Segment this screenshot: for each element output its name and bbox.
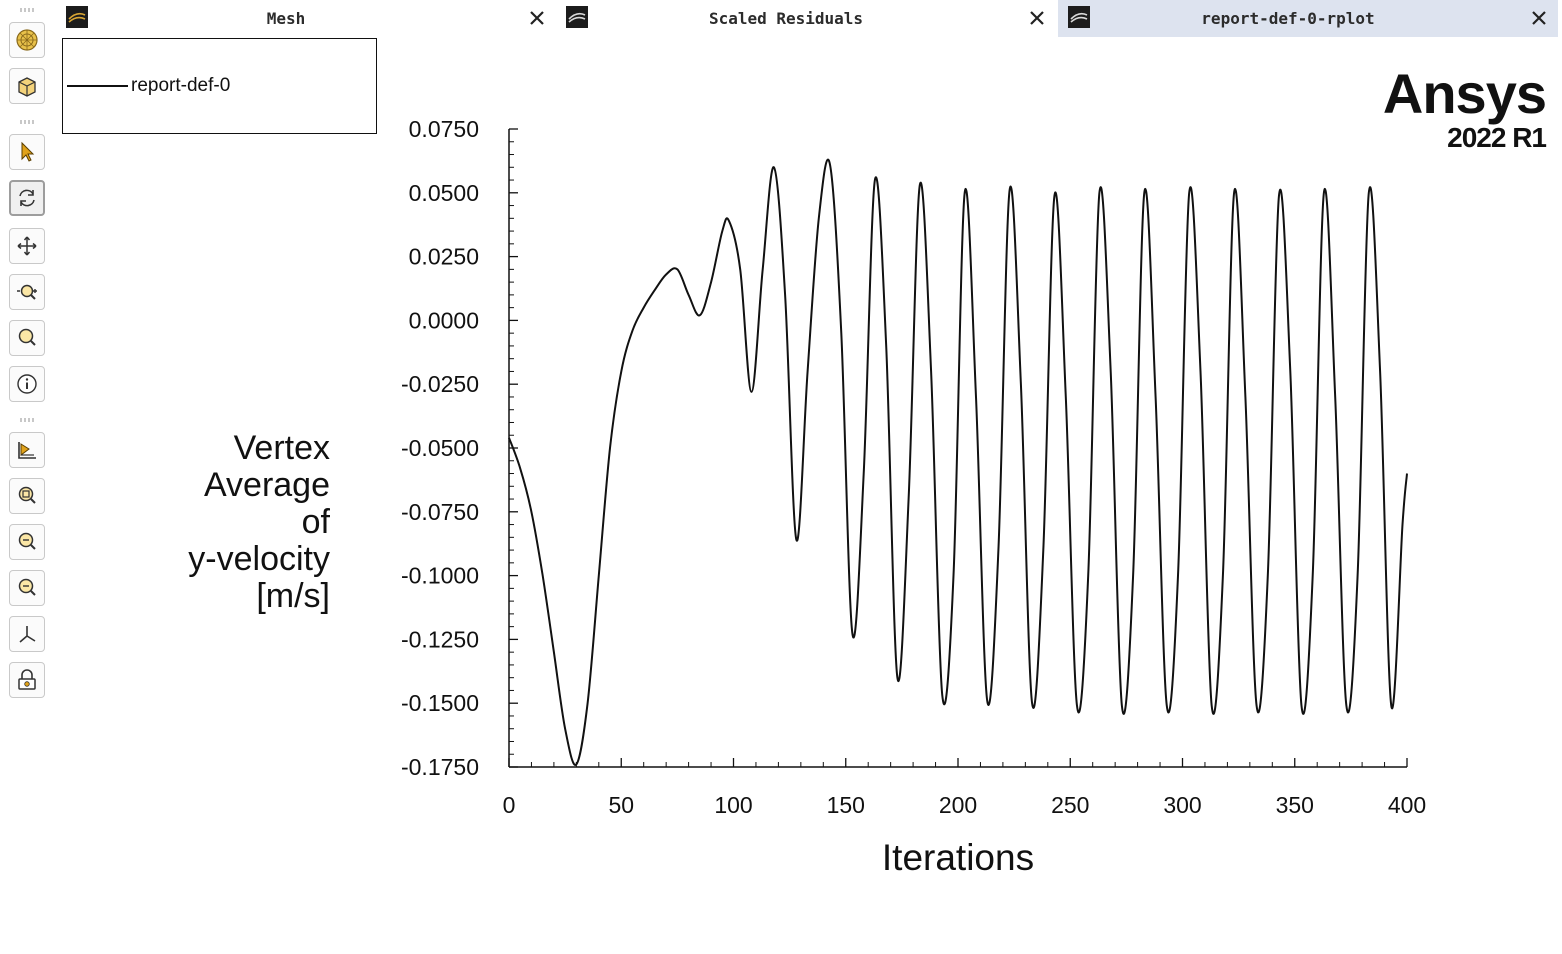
display-globe-icon (16, 29, 38, 51)
probe-info-icon (17, 374, 37, 394)
x-tick-label: 150 (827, 792, 865, 818)
lock-icon (18, 669, 36, 690)
y-axis-label-line: [m/s] (256, 577, 330, 615)
tab-title: Mesh (266, 9, 306, 28)
legend-line-swatch (67, 85, 128, 87)
graphics-window-icon (1068, 6, 1090, 28)
fit-to-window-icon (18, 442, 36, 459)
zoom-to-fit-button[interactable] (9, 478, 45, 514)
legend-entry-label: report-def-0 (131, 75, 231, 96)
tab-mesh[interactable]: Mesh (56, 0, 556, 37)
display-globe-button[interactable] (9, 22, 45, 58)
logo-name: Ansys (1382, 62, 1547, 125)
x-tick-label: 300 (1163, 792, 1201, 818)
y-tick-label: -0.1500 (401, 690, 479, 716)
pan-button[interactable] (9, 228, 45, 264)
toolbar-grip[interactable] (20, 8, 36, 12)
close-icon[interactable] (1530, 9, 1548, 27)
zoom-icon (18, 328, 36, 346)
toolbar-grip[interactable] (20, 120, 36, 124)
close-icon[interactable] (1028, 9, 1046, 27)
axes-button[interactable] (9, 616, 45, 652)
y-tick-label: -0.1250 (401, 626, 479, 652)
view-cube-icon (18, 77, 36, 97)
y-axis-label-line: Average (203, 466, 330, 504)
lock-button[interactable] (9, 662, 45, 698)
graphics-window-icon (66, 6, 88, 28)
x-tick-label: 50 (608, 792, 634, 818)
zoom-in-button[interactable] (9, 524, 45, 560)
axes-icon (19, 626, 36, 643)
y-axis-label-line: y-velocity (188, 540, 330, 578)
pan-icon (17, 236, 37, 256)
rotate-button[interactable] (9, 180, 45, 216)
series-line-report-def-0 (508, 158, 1408, 766)
x-tick-label: 250 (1051, 792, 1089, 818)
zoom-out-button[interactable] (9, 570, 45, 606)
graphics-window-icon (566, 6, 588, 28)
zoom-interactive-icon (17, 284, 37, 300)
view-cube-button[interactable] (9, 68, 45, 104)
y-axis-label-line: of (301, 503, 330, 541)
y-tick-label: -0.1000 (401, 563, 479, 589)
x-tick-label: 400 (1388, 792, 1426, 818)
graphics-tab-bar: Mesh Scaled Residuals report-def-0-rplot (56, 0, 1562, 37)
x-axis-label: Iterations (882, 837, 1034, 878)
y-tick-label: -0.0250 (401, 371, 479, 397)
tab-title: Scaled Residuals (708, 9, 864, 28)
y-axis-label: Vertex Average of y-velocity [m/s] (140, 430, 330, 615)
xy-plot[interactable]: 0.0750 0.0500 0.0250 0.0000 -0.0250 -0.0500 -0… (380, 110, 1480, 890)
zoom-interactive-button[interactable] (9, 274, 45, 310)
zoom-in-icon (18, 532, 36, 550)
y-tick-label: 0.0000 (409, 307, 479, 333)
ansys-logo: Ansys 2022 R1 (1382, 62, 1547, 154)
fit-to-window-button[interactable] (9, 432, 45, 468)
rotate-icon (19, 189, 35, 207)
zoom-to-fit-icon (18, 486, 36, 504)
plot-axes: 0.0750 0.0500 0.0250 0.0000 -0.0250 -0.0500 -0… (401, 116, 1426, 818)
tab-report-def-0-rplot[interactable]: report-def-0-rplot (1058, 0, 1558, 37)
graphics-toolbar (0, 0, 56, 954)
y-tick-label: -0.0500 (401, 435, 479, 461)
close-icon[interactable] (528, 9, 546, 27)
logo-version: 2022 R1 (1447, 122, 1547, 153)
x-tick-label: 200 (939, 792, 977, 818)
y-tick-label: 0.0250 (409, 244, 479, 270)
y-tick-label: 0.0750 (409, 116, 479, 142)
toolbar-grip[interactable] (20, 418, 36, 422)
y-axis-label-line: Vertex (233, 429, 330, 467)
plot-legend: report-def-0 (62, 38, 377, 134)
y-tick-label: 0.0500 (409, 180, 479, 206)
select-button[interactable] (9, 134, 45, 170)
x-tick-label: 350 (1276, 792, 1314, 818)
x-tick-label: 0 (503, 792, 516, 818)
tab-title: report-def-0-rplot (1201, 9, 1375, 28)
zoom-button[interactable] (9, 320, 45, 356)
probe-info-button[interactable] (9, 366, 45, 402)
y-tick-label: -0.1750 (401, 754, 479, 780)
select-arrow-icon (21, 141, 35, 162)
tab-scaled-residuals[interactable]: Scaled Residuals (556, 0, 1056, 37)
y-tick-label: -0.0750 (401, 499, 479, 525)
plot-series (508, 158, 1408, 766)
zoom-out-icon (18, 578, 36, 596)
x-tick-label: 100 (714, 792, 752, 818)
